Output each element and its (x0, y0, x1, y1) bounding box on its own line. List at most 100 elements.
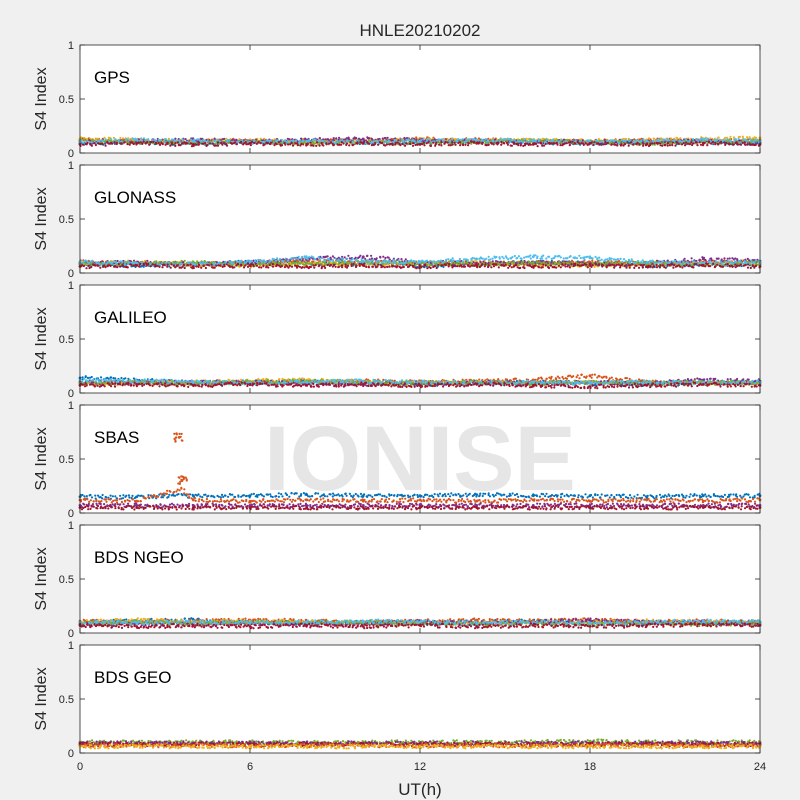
data-point (487, 137, 490, 140)
data-point (545, 260, 548, 263)
data-point (683, 257, 686, 260)
data-point (633, 138, 636, 141)
data-point (134, 137, 137, 140)
data-point (298, 139, 301, 142)
data-point (741, 141, 744, 144)
data-point (356, 142, 359, 145)
data-point (704, 258, 707, 262)
data-point (408, 142, 411, 145)
data-point (658, 142, 662, 145)
data-point (592, 143, 595, 147)
data-point (163, 141, 166, 144)
data-point (102, 139, 105, 142)
data-point (658, 138, 662, 141)
data-point (435, 141, 438, 144)
data-point (602, 143, 605, 146)
data-point (263, 143, 266, 146)
data-point (206, 140, 209, 143)
data-point (384, 256, 387, 260)
data-point (343, 256, 346, 259)
data-point (584, 142, 587, 145)
data-point (290, 142, 293, 145)
data-point (438, 143, 441, 146)
data-point (90, 144, 93, 147)
data-point (706, 137, 710, 140)
data-point (590, 141, 593, 144)
data-point (340, 143, 343, 146)
data-point (404, 258, 407, 261)
data-point (529, 143, 533, 146)
data-point (616, 144, 619, 147)
data-point (629, 138, 632, 142)
data-point (706, 144, 709, 147)
data-point (671, 144, 674, 147)
data-point (562, 138, 566, 141)
data-point (345, 137, 348, 140)
data-point (253, 141, 256, 145)
data-point (504, 138, 507, 141)
data-point (496, 143, 499, 146)
data-point (202, 138, 205, 141)
data-point (627, 137, 630, 140)
data-point (255, 142, 258, 145)
data-point (349, 141, 352, 144)
data-point (234, 141, 237, 144)
data-point (301, 259, 304, 262)
data-point (324, 138, 327, 141)
data-point (405, 142, 408, 145)
data-point (558, 140, 561, 143)
data-point (110, 138, 113, 141)
data-point (415, 138, 418, 141)
data-point (559, 144, 562, 147)
data-point (717, 257, 720, 260)
data-point (420, 139, 423, 142)
data-point (571, 140, 574, 143)
data-point (581, 139, 585, 142)
data-point (492, 143, 495, 146)
data-point (745, 139, 748, 142)
data-point (186, 142, 189, 145)
data-point (400, 258, 403, 261)
data-point (192, 144, 195, 147)
data-point (283, 139, 286, 142)
data-point (132, 142, 135, 146)
data-point (402, 139, 405, 142)
data-point (752, 141, 756, 144)
data-point (501, 138, 504, 141)
data-point (300, 142, 303, 146)
data-point (473, 138, 476, 141)
data-point (432, 141, 435, 144)
data-point (98, 139, 101, 142)
data-point (754, 143, 757, 146)
data-point (347, 254, 350, 257)
data-point (306, 143, 309, 146)
data-point (728, 143, 731, 146)
data-point (259, 142, 262, 145)
data-point (666, 142, 670, 145)
data-point (379, 256, 382, 259)
plot-area (80, 165, 760, 273)
data-point (289, 139, 292, 142)
data-point (746, 136, 749, 139)
data-point (287, 143, 290, 146)
data-point (593, 265, 596, 268)
data-point (642, 138, 645, 141)
data-point (457, 138, 460, 141)
data-point (101, 142, 104, 145)
data-point (381, 137, 384, 140)
data-point (123, 141, 126, 144)
data-point (470, 140, 473, 143)
data-point (166, 141, 169, 144)
data-point (446, 137, 449, 141)
data-point (582, 143, 585, 146)
data-point (535, 142, 538, 145)
data-point (178, 141, 181, 144)
data-point (257, 141, 260, 144)
data-point (383, 141, 386, 144)
data-point (729, 140, 732, 143)
data-point (113, 141, 116, 144)
data-point (674, 144, 677, 147)
data-point (691, 143, 694, 147)
data-point (181, 138, 184, 141)
